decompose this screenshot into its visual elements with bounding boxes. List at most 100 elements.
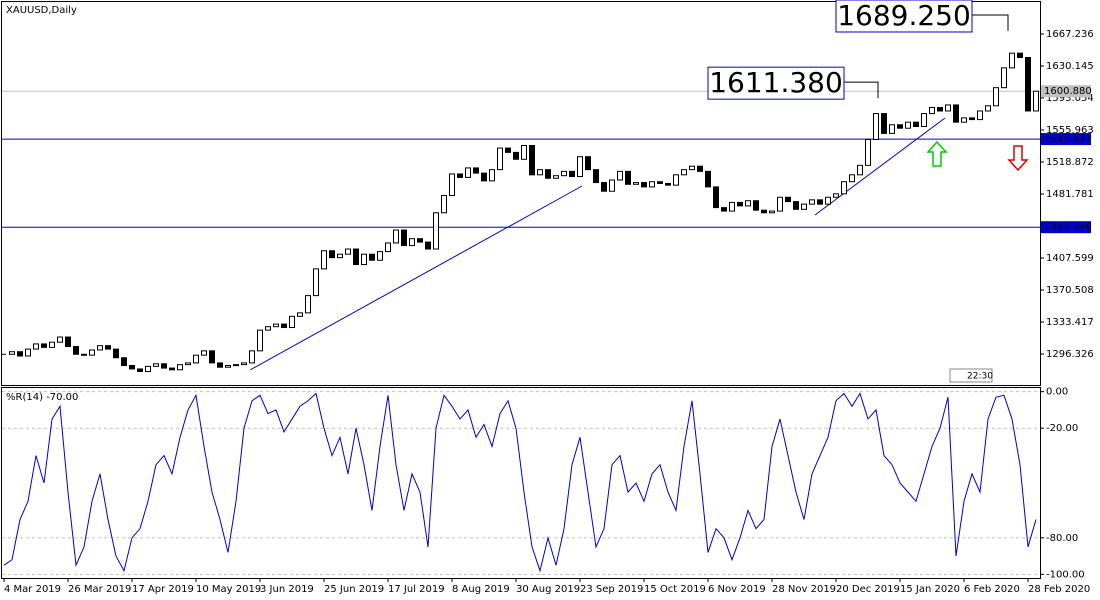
candle: [313, 268, 319, 297]
candle: [601, 182, 607, 192]
candle: [673, 174, 679, 186]
candle: [889, 124, 895, 134]
candle: [1033, 90, 1039, 112]
down-arrow: [1007, 145, 1029, 172]
candle: [873, 113, 879, 140]
candle: [377, 251, 383, 261]
candle: [401, 229, 407, 247]
candle: [809, 199, 815, 205]
candle: [225, 365, 231, 368]
candle: [1001, 67, 1007, 89]
y-tick-label: 1518.872: [1046, 157, 1094, 168]
candle: [969, 117, 975, 121]
candle: [57, 336, 63, 343]
candle: [289, 315, 295, 329]
candle: [73, 346, 79, 355]
x-tick-label: 15 Jan 2020: [900, 584, 960, 595]
candle: [257, 329, 263, 352]
candle: [633, 182, 639, 185]
candle: [833, 193, 839, 198]
indicator-line: [3, 392, 1037, 573]
candle: [161, 363, 167, 369]
y-tick-label: 1407.599: [1046, 253, 1094, 264]
candle: [817, 199, 823, 205]
candle: [961, 117, 967, 123]
candle: [577, 156, 583, 178]
candle: [593, 169, 599, 184]
candle: [97, 345, 103, 351]
x-tick-label: 3 Jun 2019: [260, 584, 314, 595]
candle: [1009, 52, 1015, 69]
candle: [745, 200, 751, 207]
candle: [825, 196, 831, 205]
x-tick-label: 30 Aug 2019: [516, 584, 580, 595]
candle: [993, 87, 999, 107]
candle: [361, 253, 367, 266]
annotation-box: [835, 0, 973, 33]
y-tick-label: 0.00: [1046, 387, 1068, 398]
candle: [209, 350, 215, 364]
candle: [545, 169, 551, 179]
candle: [905, 121, 911, 129]
candle: [777, 196, 783, 212]
candle: [913, 121, 919, 128]
candle: [521, 144, 527, 160]
candle: [937, 107, 943, 112]
candle: [417, 238, 423, 243]
x-tick-label: 10 May 2019: [196, 584, 261, 595]
candle: [137, 368, 143, 373]
annotation-box: [707, 66, 845, 100]
x-tick-label: 25 Jun 2019: [324, 584, 384, 595]
candle: [625, 170, 631, 185]
x-tick-label: 8 Aug 2019: [452, 584, 510, 595]
time-label: 22:30: [967, 372, 993, 382]
candle: [169, 367, 175, 371]
candle: [353, 248, 359, 266]
candle: [305, 295, 311, 314]
candle: [25, 348, 31, 357]
x-tick-label: 26 Mar 2019: [68, 584, 131, 595]
candle: [1025, 56, 1031, 112]
indicator-panel: [1, 387, 1041, 579]
x-tick-label: 15 Oct 2019: [644, 584, 706, 595]
candle: [121, 357, 127, 367]
candle: [425, 241, 431, 250]
candle: [561, 170, 567, 177]
candle: [689, 165, 695, 171]
candle: [753, 200, 759, 211]
candle: [49, 341, 55, 348]
candle: [185, 362, 191, 366]
y-tick-label: -20.00: [1046, 423, 1078, 434]
y-tick-label: 1296.326: [1046, 349, 1094, 360]
candle: [945, 104, 951, 112]
candle: [265, 326, 271, 331]
candle: [705, 170, 711, 188]
candle: [481, 172, 487, 182]
candle: [193, 354, 199, 364]
candle: [393, 229, 399, 244]
candle: [433, 212, 439, 250]
level-box: [1041, 221, 1091, 234]
candle: [721, 207, 727, 212]
level-box: [1041, 133, 1091, 146]
candle: [449, 173, 455, 197]
candle: [657, 181, 663, 184]
candle: [441, 195, 447, 214]
candle: [385, 242, 391, 253]
candle: [281, 323, 287, 329]
candle: [41, 343, 47, 348]
annotation-label: 1611.380: [709, 66, 843, 99]
candle: [273, 323, 279, 328]
x-tick-label: 6 Feb 2020: [964, 584, 1020, 595]
candle: [697, 165, 703, 172]
candle: [249, 350, 255, 364]
x-tick-label: 6 Nov 2019: [708, 584, 766, 595]
annotation-connector: [972, 14, 1009, 31]
y-tick-label: 1555.963: [1046, 125, 1094, 136]
trend-line: [249, 185, 583, 371]
candle: [321, 250, 327, 270]
candle: [345, 248, 351, 255]
